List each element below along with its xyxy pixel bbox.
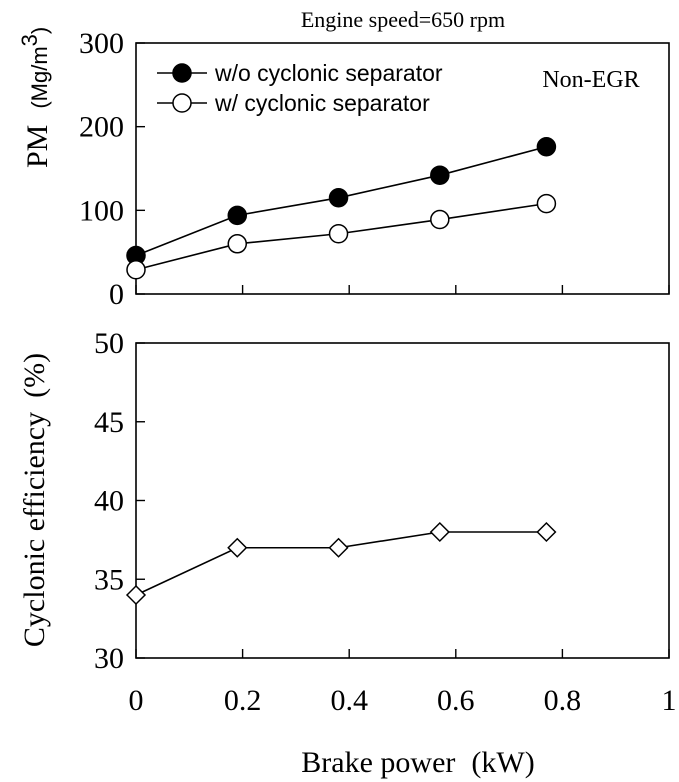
pm-y-tick-label: 100: [79, 194, 124, 227]
legend-label-wo: w/o cyclonic separator: [214, 60, 443, 86]
data-point-open-circle: [227, 234, 248, 254]
non-egr-annotation: Non-EGR: [542, 67, 639, 93]
efficiency-y-tick-label: 30: [94, 642, 124, 675]
chart-marks: 0 100 200 300 30 35 40 45 50 0 0.2 0.4 0.6 0.8 1: [79, 27, 677, 717]
x-tick-label: 0: [129, 684, 144, 717]
data-point-open-circle: [328, 224, 349, 244]
pm-y-tick-label: 300: [79, 27, 124, 60]
data-point-open-diamond: [429, 521, 450, 543]
x-tick-label: 1: [662, 684, 677, 717]
pm-y-tick-label: 0: [109, 278, 124, 311]
pm-plot-frame: [135, 42, 670, 295]
efficiency-y-tick-label: 50: [94, 327, 124, 360]
x-tick-label: 0.8: [544, 684, 582, 717]
data-point-open-circle: [126, 259, 146, 280]
efficiency-y-tick-label: 40: [94, 485, 124, 518]
efficiency-axis-title: Cyclonic efficiency(%): [18, 353, 51, 647]
x-tick-label: 0.6: [437, 684, 475, 717]
data-point-filled-circle: [536, 136, 557, 157]
x-axis-title: Brake power (kW): [301, 746, 534, 779]
efficiency-y-tick-label: 45: [94, 406, 124, 439]
legend-marker-open-circle: [172, 93, 192, 113]
chart-title: Engine speed=650 rpm: [301, 7, 505, 32]
data-point-open-circle: [430, 209, 450, 230]
data-point-open-diamond: [227, 537, 248, 558]
x-tick-label: 0.2: [224, 684, 262, 717]
data-point-open-diamond: [328, 537, 349, 558]
data-point-filled-circle: [227, 205, 248, 226]
pm-axis-title: PM(Mg/m3): [17, 27, 54, 168]
x-tick-label: 0.4: [330, 684, 368, 717]
data-point-open-circle: [536, 193, 557, 214]
efficiency-plot-frame: [135, 342, 670, 659]
efficiency-y-tick-label: 35: [94, 563, 124, 596]
pm-y-tick-label: 200: [79, 111, 124, 144]
data-point-open-diamond: [536, 521, 557, 543]
legend: w/o cyclonic separator w/ cyclonic separ…: [157, 60, 443, 116]
data-point-filled-circle: [328, 188, 349, 208]
data-point-open-diamond: [125, 584, 147, 606]
data-point-filled-circle: [430, 165, 450, 185]
legend-marker-filled-circle: [172, 63, 192, 83]
legend-label-w: w/ cyclonic separator: [214, 90, 430, 116]
